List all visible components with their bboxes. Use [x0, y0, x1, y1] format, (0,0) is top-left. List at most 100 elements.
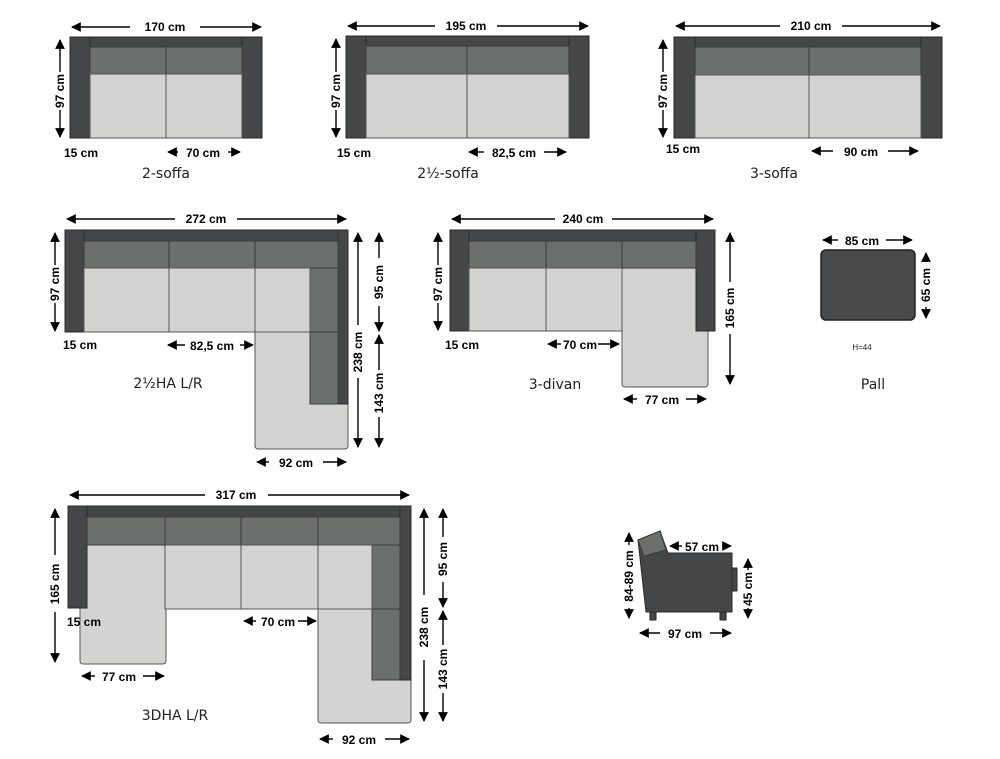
back-cushion [468, 240, 547, 269]
seat-cushion [164, 544, 242, 610]
divan-seat [79, 544, 167, 665]
model-name: 3-divan [529, 377, 581, 393]
divan-length-label: 165 cm [48, 564, 62, 605]
back-leg [719, 611, 727, 621]
divan-width-label: 77 cm [102, 670, 136, 684]
left-armrest [673, 36, 696, 139]
seat-cushion [466, 73, 570, 139]
model-2-soffa: 170 cm 97 cm 15 cm 70 cm 2-soffa [53, 20, 263, 182]
side-profile: 84-89 cm 57 cm 45 cm 97 cm [622, 530, 755, 641]
seat-cushion [317, 544, 373, 610]
backrest [89, 36, 243, 48]
model-name: Pall [861, 377, 885, 393]
model-2-5-ha: 272 cm 97 cm 15 cm 82,5 cm 238 cm 95 cm … [48, 212, 386, 470]
width-label: 85 cm [845, 234, 879, 248]
back-cushion [83, 240, 170, 269]
back-cushion [164, 516, 242, 546]
depth-label: 65 cm [919, 268, 933, 302]
divan-length-label: 165 cm [723, 288, 737, 329]
seat-cushion [165, 73, 243, 139]
back-cushion [168, 240, 256, 269]
right-armrest [695, 229, 716, 332]
model-pall: 85 cm 65 cm H=44 Pall [820, 234, 933, 393]
back-cushion [89, 46, 167, 75]
seat-cushion [168, 267, 256, 333]
seat-cushion [254, 267, 311, 333]
backrest [83, 229, 339, 242]
seat-height-label: 45 cm [741, 572, 755, 606]
side-depth-label: 97 cm [668, 627, 702, 641]
corner-width-label: 92 cm [342, 733, 376, 747]
seat-width-label: 90 cm [844, 145, 878, 159]
right-armrest [241, 36, 263, 139]
left-armrest [449, 229, 470, 332]
width-label: 170 cm [145, 20, 186, 34]
seat-width-label: 70 cm [261, 615, 295, 629]
back-cushion [694, 46, 810, 76]
side-backrest [637, 530, 667, 557]
backrest [468, 229, 697, 242]
model-3-divan: 240 cm 97 cm 15 cm 70 cm 165 cm 77 cm 3-… [431, 212, 737, 407]
back-cushion [466, 45, 570, 75]
left-armrest [345, 35, 367, 139]
back-cushion [240, 516, 319, 546]
back-cushion [545, 240, 623, 269]
seat-depth-label: 57 cm [685, 540, 719, 554]
front-leg [649, 611, 657, 621]
seat-width-label: 82,5 cm [492, 146, 536, 160]
arm-width-label: 15 cm [64, 146, 98, 160]
lower-depth-label: 143 cm [372, 373, 386, 414]
model-name: 2-soffa [142, 166, 190, 182]
side-cushion [309, 267, 339, 333]
backrest [86, 505, 401, 518]
back-cushion [86, 516, 166, 546]
depth-label: 97 cm [656, 74, 670, 108]
side-cushion [371, 544, 401, 610]
seat-width-label: 82,5 cm [190, 339, 234, 353]
divan-width-label: 77 cm [645, 393, 679, 407]
seat-cushion [240, 544, 319, 610]
back-cushion [365, 45, 468, 75]
side-cushion [371, 608, 401, 681]
model-name: 3-soffa [750, 166, 798, 182]
width-label: 272 cm [186, 212, 227, 226]
seat-cushion [83, 267, 170, 333]
arm-width-label: 15 cm [63, 338, 97, 352]
left-armrest [67, 505, 88, 609]
depth-label: 97 cm [53, 74, 67, 108]
model-name: 2½-soffa [417, 166, 479, 182]
seat-width-label: 70 cm [186, 146, 220, 160]
seat-cushion [89, 73, 167, 139]
left-armrest [69, 36, 91, 139]
side-arm-detail [731, 567, 738, 592]
left-armrest [64, 229, 85, 333]
seat-width-label: 70 cm [563, 338, 597, 352]
backrest [694, 36, 922, 48]
back-cushion [808, 46, 922, 76]
corner-width-label: 92 cm [279, 456, 313, 470]
arm-width-label: 15 cm [445, 338, 479, 352]
back-cushion [621, 240, 697, 269]
arm-width-label: 15 cm [67, 615, 101, 629]
model-name: 2½HA L/R [133, 376, 203, 392]
model-2-5-soffa: 195 cm 97 cm 15 cm 82,5 cm 2½-soffa [329, 19, 590, 182]
seat-cushion [545, 267, 623, 332]
corner-armrest [337, 229, 349, 405]
width-label: 317 cm [216, 488, 257, 502]
seat-cushion [365, 73, 468, 139]
width-label: 240 cm [563, 212, 604, 226]
seat-cushion [808, 74, 922, 139]
seat-cushion [468, 267, 547, 332]
right-armrest [568, 35, 590, 139]
height-note: H=44 [852, 343, 872, 352]
width-label: 195 cm [446, 19, 487, 33]
depth-label: 97 cm [431, 267, 445, 301]
total-depth-label: 238 cm [417, 607, 431, 648]
ottoman-shape [820, 249, 916, 321]
model-name: 3DHA L/R [142, 708, 209, 724]
model-3-soffa: 210 cm 97 cm 15 cm 90 cm 3-soffa [656, 19, 943, 182]
corner-armrest [399, 505, 412, 681]
upper-depth-label: 95 cm [436, 542, 450, 576]
depth-label: 97 cm [48, 267, 62, 301]
